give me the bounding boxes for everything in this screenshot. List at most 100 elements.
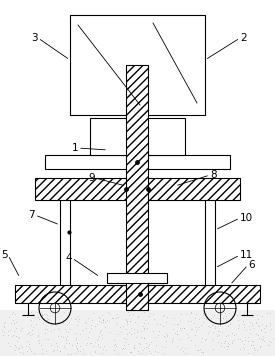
Point bbox=[226, 344, 230, 349]
Point bbox=[10, 332, 15, 337]
Point bbox=[55, 347, 60, 352]
Point bbox=[199, 350, 203, 355]
Point bbox=[250, 339, 254, 344]
Point bbox=[141, 335, 146, 341]
Point bbox=[29, 310, 33, 315]
Point bbox=[65, 333, 70, 339]
Point bbox=[260, 336, 265, 341]
Bar bbox=[126, 65, 148, 310]
Point bbox=[44, 311, 49, 317]
Point bbox=[155, 321, 160, 326]
Point bbox=[57, 327, 62, 333]
Point bbox=[93, 349, 98, 355]
Point bbox=[216, 340, 221, 345]
Point bbox=[254, 319, 258, 325]
Point bbox=[76, 348, 81, 354]
Point bbox=[43, 336, 48, 342]
Point bbox=[266, 342, 270, 348]
Point bbox=[142, 309, 146, 315]
Point bbox=[210, 337, 214, 343]
Point bbox=[25, 314, 29, 320]
Point bbox=[37, 340, 42, 346]
Point bbox=[235, 312, 239, 318]
Point bbox=[135, 329, 140, 335]
Point bbox=[258, 344, 262, 350]
Point bbox=[68, 327, 72, 333]
Point bbox=[40, 346, 45, 352]
Point bbox=[78, 348, 82, 354]
Point bbox=[99, 319, 103, 324]
Point bbox=[64, 340, 69, 346]
Point bbox=[242, 334, 247, 340]
Point bbox=[100, 312, 104, 318]
Point bbox=[216, 310, 220, 316]
Point bbox=[12, 320, 16, 325]
Point bbox=[251, 339, 255, 344]
Point bbox=[136, 340, 141, 346]
Point bbox=[39, 342, 44, 348]
Point bbox=[46, 316, 50, 321]
Point bbox=[73, 330, 77, 335]
Point bbox=[139, 329, 143, 334]
Point bbox=[219, 340, 223, 346]
Point bbox=[242, 311, 246, 317]
Point bbox=[37, 316, 41, 321]
Point bbox=[201, 310, 205, 315]
Point bbox=[233, 331, 238, 336]
Point bbox=[219, 317, 223, 323]
Point bbox=[29, 349, 33, 354]
Point bbox=[180, 325, 185, 331]
Point bbox=[172, 315, 177, 321]
Point bbox=[43, 326, 48, 332]
Point bbox=[204, 316, 208, 322]
Point bbox=[189, 319, 194, 324]
Point bbox=[56, 319, 60, 325]
Point bbox=[229, 315, 233, 321]
Point bbox=[89, 323, 93, 328]
Point bbox=[223, 339, 227, 344]
Point bbox=[252, 345, 256, 351]
Point bbox=[212, 325, 217, 330]
Point bbox=[125, 319, 129, 325]
Point bbox=[218, 323, 222, 328]
Point bbox=[262, 339, 267, 344]
Point bbox=[252, 325, 257, 331]
Point bbox=[242, 346, 246, 352]
Point bbox=[251, 342, 255, 347]
Point bbox=[230, 330, 234, 336]
Point bbox=[81, 346, 86, 352]
Point bbox=[222, 340, 227, 346]
Point bbox=[112, 337, 116, 342]
Point bbox=[84, 320, 88, 326]
Point bbox=[242, 324, 246, 329]
Point bbox=[7, 314, 11, 320]
Point bbox=[257, 323, 262, 329]
Point bbox=[30, 328, 35, 333]
Point bbox=[126, 329, 131, 335]
Point bbox=[228, 321, 232, 327]
Text: 9: 9 bbox=[88, 173, 95, 183]
Point bbox=[28, 346, 32, 351]
Point bbox=[66, 329, 71, 335]
Point bbox=[222, 344, 226, 350]
Point bbox=[131, 344, 136, 350]
Point bbox=[267, 342, 271, 348]
Point bbox=[232, 332, 236, 338]
Point bbox=[164, 332, 169, 338]
Point bbox=[70, 342, 74, 348]
Point bbox=[147, 313, 151, 318]
Point bbox=[124, 316, 128, 321]
Point bbox=[154, 342, 159, 347]
Point bbox=[116, 331, 120, 336]
Point bbox=[46, 336, 50, 341]
Point bbox=[248, 319, 252, 325]
Point bbox=[25, 331, 29, 337]
Point bbox=[107, 318, 111, 324]
Point bbox=[55, 343, 59, 349]
Point bbox=[165, 314, 169, 320]
Point bbox=[219, 320, 223, 326]
Point bbox=[112, 347, 117, 353]
Bar bbox=[35, 178, 240, 200]
Bar bbox=[107, 273, 167, 283]
Point bbox=[248, 326, 252, 332]
